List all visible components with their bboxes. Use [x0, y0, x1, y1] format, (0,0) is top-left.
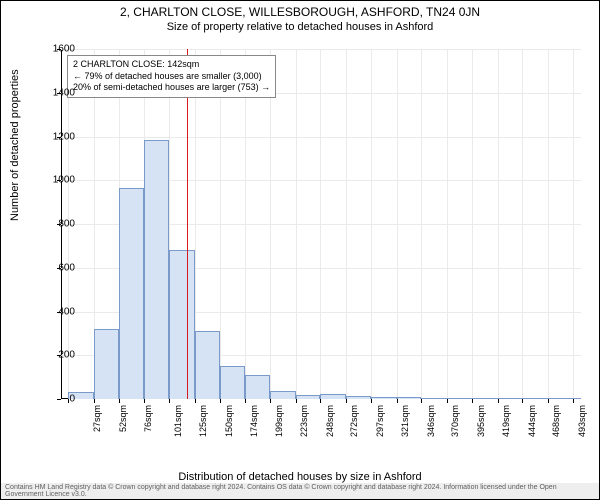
- x-tick-mark: [397, 399, 398, 403]
- x-tick-mark: [144, 399, 145, 403]
- annotation-line: ← 79% of detached houses are smaller (3,…: [73, 71, 270, 83]
- y-axis-label: Number of detached properties: [9, 69, 21, 221]
- x-tick-label: 297sqm: [375, 405, 385, 437]
- y-tick-mark: [57, 399, 61, 400]
- y-tick-label: 1200: [53, 131, 75, 142]
- grid-line-vertical: [522, 49, 523, 399]
- grid-line-vertical: [421, 49, 422, 399]
- x-tick-label: 321sqm: [400, 405, 410, 437]
- x-tick-label: 174sqm: [249, 405, 259, 437]
- x-tick-mark: [573, 399, 574, 403]
- grid-line-vertical: [220, 49, 221, 399]
- x-tick-label: 27sqm: [92, 405, 102, 432]
- x-tick-label: 395sqm: [476, 405, 486, 437]
- histogram-bar: [320, 394, 346, 399]
- x-tick-label: 468sqm: [551, 405, 561, 437]
- x-tick-mark: [548, 399, 549, 403]
- x-tick-mark: [296, 399, 297, 403]
- x-tick-mark: [498, 399, 499, 403]
- x-tick-mark: [447, 399, 448, 403]
- x-tick-label: 346sqm: [426, 405, 436, 437]
- grid-line-vertical: [270, 49, 271, 399]
- x-tick-mark: [346, 399, 347, 403]
- x-tick-label: 125sqm: [198, 405, 208, 437]
- x-tick-label: 52sqm: [118, 405, 128, 432]
- histogram-bar: [144, 140, 169, 399]
- grid-line-vertical: [472, 49, 473, 399]
- reference-line: [187, 49, 188, 399]
- histogram-bar: [522, 398, 548, 399]
- annotation-box: 2 CHARLTON CLOSE: 142sqm← 79% of detache…: [67, 55, 276, 98]
- grid-line-vertical: [371, 49, 372, 399]
- y-tick-label: 1600: [53, 44, 75, 55]
- x-tick-label: 150sqm: [224, 405, 234, 437]
- chart-plot-area: 2 CHARLTON CLOSE: 142sqm← 79% of detache…: [61, 49, 581, 399]
- page-title: 2, CHARLTON CLOSE, WILLESBOROUGH, ASHFOR…: [1, 1, 599, 19]
- x-tick-mark: [220, 399, 221, 403]
- x-tick-label: 419sqm: [501, 405, 511, 437]
- x-tick-mark: [94, 399, 95, 403]
- grid-line-vertical: [498, 49, 499, 399]
- grid-line-vertical: [346, 49, 347, 399]
- copyright-notice: Contains HM Land Registry data © Crown c…: [1, 483, 599, 499]
- histogram-bar: [220, 366, 246, 399]
- x-tick-mark: [371, 399, 372, 403]
- x-tick-mark: [169, 399, 170, 403]
- x-tick-mark: [472, 399, 473, 403]
- annotation-line: 20% of semi-detached houses are larger (…: [73, 82, 270, 94]
- histogram-bar: [548, 398, 573, 399]
- histogram-bar: [498, 398, 523, 399]
- histogram-bar: [371, 397, 397, 399]
- x-tick-mark: [119, 399, 120, 403]
- y-tick-label: 1400: [53, 87, 75, 98]
- x-tick-label: 76sqm: [143, 405, 153, 432]
- y-tick-label: 0: [69, 394, 75, 405]
- histogram-bar: [119, 188, 145, 399]
- y-tick-label: 600: [58, 262, 75, 273]
- grid-line-vertical: [548, 49, 549, 399]
- x-tick-mark: [320, 399, 321, 403]
- y-tick-label: 1000: [53, 175, 75, 186]
- histogram-bar: [346, 396, 371, 399]
- x-tick-mark: [195, 399, 196, 403]
- x-tick-label: 223sqm: [299, 405, 309, 437]
- x-tick-label: 272sqm: [350, 405, 360, 437]
- y-tick-label: 400: [58, 306, 75, 317]
- page-subtitle: Size of property relative to detached ho…: [1, 19, 599, 33]
- x-tick-label: 444sqm: [527, 405, 537, 437]
- histogram-bar: [573, 398, 581, 399]
- grid-line-vertical: [245, 49, 246, 399]
- annotation-line: 2 CHARLTON CLOSE: 142sqm: [73, 59, 270, 71]
- x-tick-label: 370sqm: [450, 405, 460, 437]
- x-tick-label: 248sqm: [325, 405, 335, 437]
- grid-line-vertical: [296, 49, 297, 399]
- y-tick-label: 200: [58, 350, 75, 361]
- x-tick-mark: [245, 399, 246, 403]
- x-axis-label: Distribution of detached houses by size …: [1, 471, 599, 483]
- x-tick-label: 199sqm: [274, 405, 284, 437]
- histogram-bar: [296, 395, 321, 399]
- grid-line-vertical: [320, 49, 321, 399]
- histogram-bar: [397, 397, 422, 399]
- histogram-bar: [94, 329, 119, 399]
- x-tick-label: 101sqm: [173, 405, 183, 437]
- y-tick-label: 800: [58, 219, 75, 230]
- histogram-bar: [245, 375, 270, 399]
- histogram-bar: [270, 391, 296, 399]
- grid-line-vertical: [573, 49, 574, 399]
- histogram-bar: [447, 398, 472, 399]
- grid-line-vertical: [397, 49, 398, 399]
- histogram-bar: [195, 331, 220, 399]
- histogram-bar: [472, 398, 498, 399]
- histogram-bar: [169, 250, 195, 399]
- histogram-bar: [421, 398, 447, 399]
- grid-line-vertical: [447, 49, 448, 399]
- x-tick-mark: [270, 399, 271, 403]
- x-tick-mark: [522, 399, 523, 403]
- x-tick-mark: [421, 399, 422, 403]
- x-tick-label: 493sqm: [577, 405, 587, 437]
